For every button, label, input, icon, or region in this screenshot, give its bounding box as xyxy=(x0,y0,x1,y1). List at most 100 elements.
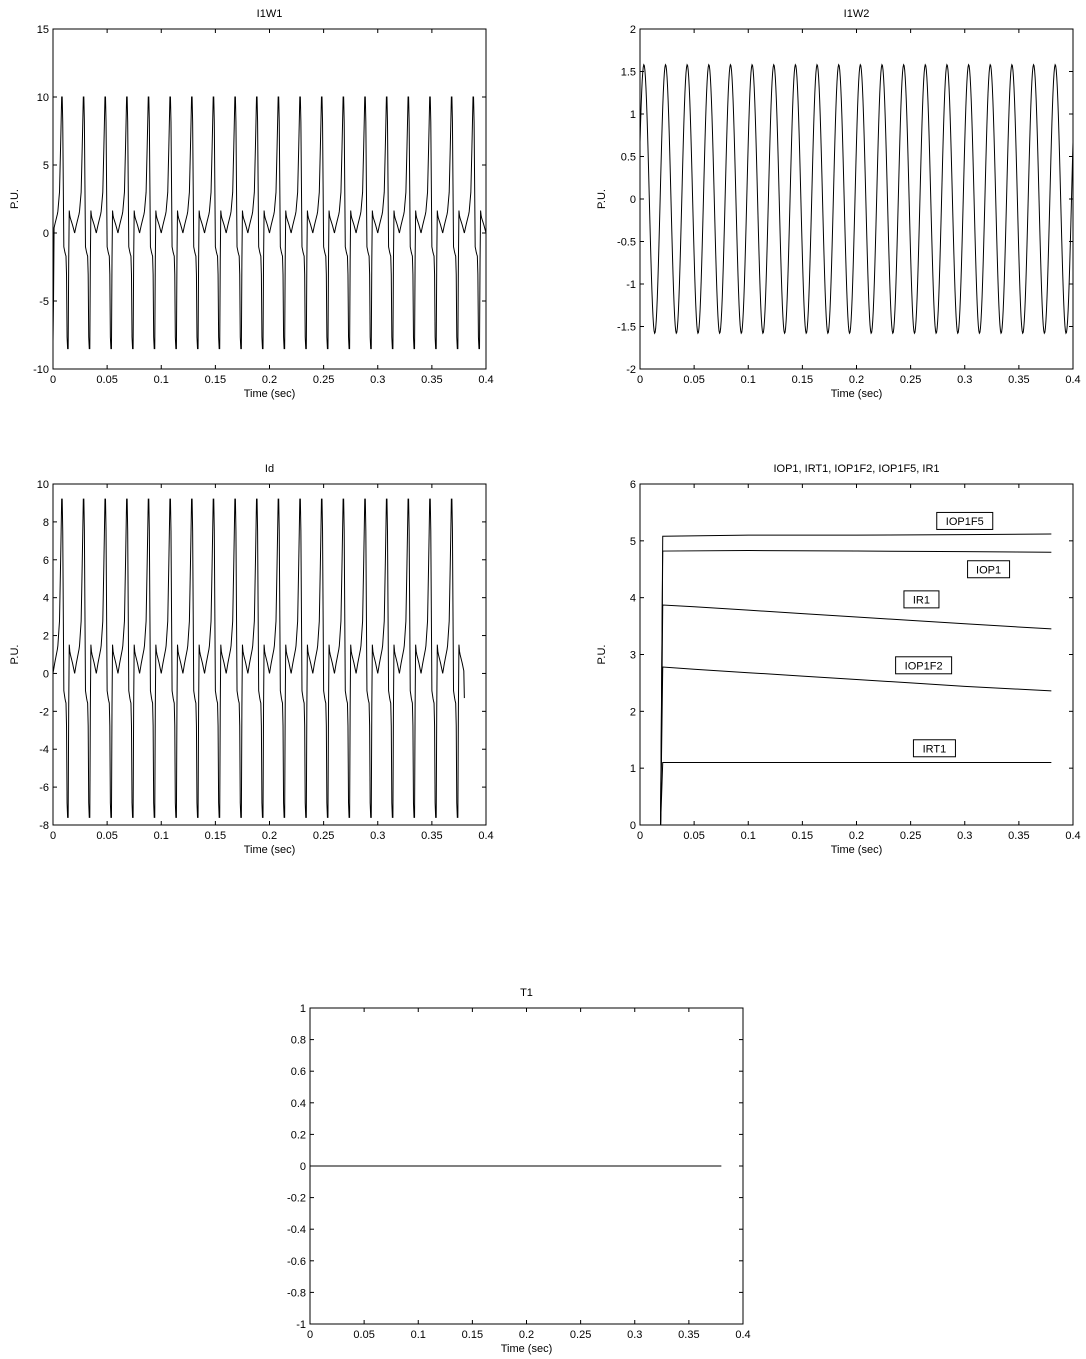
x-tick-label: 0.25 xyxy=(313,830,334,842)
y-tick-label: 0 xyxy=(43,228,49,240)
x-tick-label: 0.05 xyxy=(683,830,704,842)
x-tick-label: 0.05 xyxy=(96,830,117,842)
y-tick-label: -5 xyxy=(39,296,49,308)
x-tick-label: 0.05 xyxy=(96,374,117,386)
x-tick-label: 0 xyxy=(637,374,643,386)
chart-title: I1W2 xyxy=(844,8,870,20)
x-tick-label: 0.15 xyxy=(792,830,813,842)
x-tick-label: 0 xyxy=(50,830,56,842)
y-tick-label: 2 xyxy=(630,706,636,718)
x-tick-label: 0.2 xyxy=(262,830,277,842)
y-tick-label: 10 xyxy=(37,92,49,104)
x-axis-label: Time (sec) xyxy=(244,388,296,400)
x-tick-label: 0.4 xyxy=(1065,374,1080,386)
x-axis-label: Time (sec) xyxy=(831,844,883,856)
x-tick-label: 0 xyxy=(307,1329,313,1341)
annotation-label: IOP1F5 xyxy=(946,516,984,528)
y-tick-label: -10 xyxy=(33,364,49,376)
chart-t1: 0 0.05 0.1 0.15 0.2 0.25 0.3 0.35 0.4 -1 -0.8 -0.6 -… xyxy=(287,987,751,1355)
x-tick-label: 0.1 xyxy=(741,374,756,386)
y-tick-label: 2 xyxy=(43,631,49,643)
x-tick-label: 0.2 xyxy=(849,830,864,842)
y-axis-label: P.U. xyxy=(596,189,608,209)
y-tick-label: -0.5 xyxy=(617,237,636,249)
x-tick-label: 0.1 xyxy=(411,1329,426,1341)
y-tick-label: -0.4 xyxy=(287,1224,306,1236)
y-axis-label: P.U. xyxy=(9,645,21,665)
y-tick-label: 0 xyxy=(300,1161,306,1173)
series-annotation: IR1 xyxy=(903,590,940,609)
y-tick-label: 2 xyxy=(630,24,636,36)
x-tick-label: 0.3 xyxy=(370,374,385,386)
chart-i1w1: 0 0.05 0.1 0.15 0.2 0.25 0.3 0.35 0.4 -10 -5 0 5 10 15… xyxy=(9,8,494,400)
x-tick-label: 0.1 xyxy=(154,830,169,842)
y-axis-label: P.U. xyxy=(9,189,21,209)
chart-title: Id xyxy=(265,463,274,475)
y-tick-label: 0 xyxy=(630,194,636,206)
annotation-label: IRT1 xyxy=(923,743,947,755)
y-tick-label: 0.8 xyxy=(291,1035,306,1047)
series-line-iop-1 xyxy=(640,549,1052,825)
y-tick-label: -2 xyxy=(626,364,636,376)
y-tick-label: 3 xyxy=(630,650,636,662)
series-line-iop-0 xyxy=(640,533,1052,825)
y-axis-label: P.U. xyxy=(596,645,608,665)
y-tick-label: 0 xyxy=(43,668,49,680)
x-tick-label: 0.3 xyxy=(957,830,972,842)
y-tick-label: -0.2 xyxy=(287,1193,306,1205)
x-tick-label: 0.4 xyxy=(478,830,493,842)
series-line-iop-2 xyxy=(640,604,1052,825)
series-line-i1w2-0 xyxy=(640,63,1073,335)
x-tick-label: 0.25 xyxy=(900,830,921,842)
x-tick-label: 0.25 xyxy=(900,374,921,386)
series-line-id-0 xyxy=(53,498,465,818)
y-tick-label: 5 xyxy=(630,536,636,548)
annotation-box xyxy=(903,590,940,609)
series-line-iop-3 xyxy=(640,666,1052,825)
annotation-label: IOP1F2 xyxy=(905,660,943,672)
y-tick-label: 0.4 xyxy=(291,1098,306,1110)
x-tick-label: 0.4 xyxy=(1065,830,1080,842)
x-tick-label: 0.2 xyxy=(262,374,277,386)
y-tick-label: -2 xyxy=(39,706,49,718)
y-tick-label: 4 xyxy=(630,593,636,605)
x-tick-label: 0.05 xyxy=(353,1329,374,1341)
axes-box-id xyxy=(52,483,487,826)
x-tick-label: 0.35 xyxy=(1008,830,1029,842)
annotation-label: IOP1 xyxy=(976,564,1001,576)
x-tick-label: 0.15 xyxy=(462,1329,483,1341)
x-tick-label: 0.1 xyxy=(154,374,169,386)
x-tick-label: 0.3 xyxy=(370,830,385,842)
chart-title: I1W1 xyxy=(257,8,283,20)
x-tick-label: 0.05 xyxy=(683,374,704,386)
y-tick-label: 15 xyxy=(37,24,49,36)
y-tick-label: 8 xyxy=(43,517,49,529)
annotation-box xyxy=(912,739,956,758)
y-tick-label: 10 xyxy=(37,479,49,491)
x-tick-label: 0.25 xyxy=(313,374,334,386)
series-annotation: IOP1F2 xyxy=(895,656,953,675)
series-annotation: IRT1 xyxy=(912,739,956,758)
y-tick-label: 6 xyxy=(43,555,49,567)
chart-iop: 0 0.05 0.1 0.15 0.2 0.25 0.3 0.35 0.4 0 1 2 3 4 5 6 IOP1… xyxy=(596,463,1081,856)
y-tick-label: 0 xyxy=(630,820,636,832)
y-tick-label: 5 xyxy=(43,160,49,172)
x-tick-label: 0.35 xyxy=(421,374,442,386)
annotation-label: IR1 xyxy=(913,594,930,606)
x-tick-label: 0 xyxy=(50,374,56,386)
series-line-iop-4 xyxy=(640,761,1052,825)
annotation-box xyxy=(895,656,953,675)
y-tick-label: 0.5 xyxy=(621,152,636,164)
x-tick-label: 0.2 xyxy=(849,374,864,386)
y-tick-label: -1 xyxy=(296,1319,306,1331)
x-tick-label: 0.4 xyxy=(478,374,493,386)
x-axis-label: Time (sec) xyxy=(501,1343,553,1355)
series-annotation: IOP1F5 xyxy=(936,511,994,530)
y-tick-label: -8 xyxy=(39,820,49,832)
chart-title: T1 xyxy=(520,987,533,999)
x-tick-label: 0 xyxy=(637,830,643,842)
y-tick-label: 0.6 xyxy=(291,1066,306,1078)
y-tick-label: -0.6 xyxy=(287,1256,306,1268)
y-tick-label: 1 xyxy=(300,1003,306,1015)
